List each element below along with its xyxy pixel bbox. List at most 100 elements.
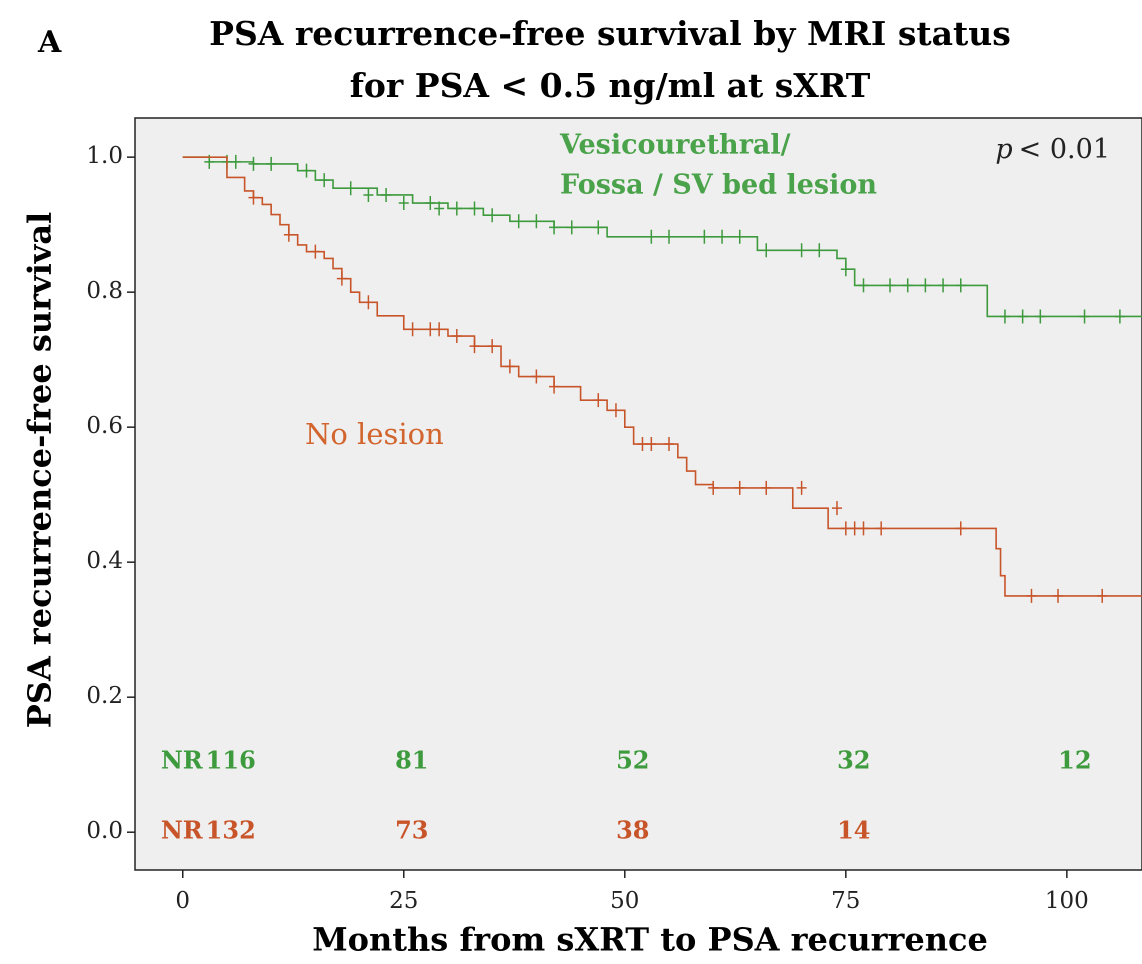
censor-mark bbox=[363, 295, 374, 310]
censor-mark bbox=[637, 437, 648, 452]
censor-mark bbox=[717, 229, 728, 244]
risk-count: 116 bbox=[206, 746, 256, 775]
y-tick-label: 0.6 bbox=[86, 413, 123, 439]
censor-mark bbox=[513, 214, 524, 229]
censor-mark bbox=[381, 187, 392, 202]
series-label: No lesion bbox=[305, 417, 444, 451]
censor-mark bbox=[831, 501, 842, 516]
censor-mark bbox=[999, 309, 1010, 324]
censor-mark bbox=[434, 322, 445, 337]
p-symbol: p bbox=[995, 134, 1012, 165]
risk-count: 38 bbox=[616, 816, 649, 845]
censor-mark bbox=[796, 480, 807, 495]
censor-mark bbox=[469, 201, 480, 216]
survival-curve bbox=[182, 156, 1142, 318]
censor-mark bbox=[549, 220, 560, 235]
censor-mark bbox=[938, 278, 949, 293]
censor-mark bbox=[920, 278, 931, 293]
censor-mark bbox=[451, 201, 462, 216]
censor-mark bbox=[840, 521, 851, 536]
censor-mark bbox=[1026, 588, 1037, 603]
censor-mark bbox=[1114, 309, 1125, 324]
censor-mark bbox=[398, 196, 409, 211]
p-text: < 0.01 bbox=[1019, 134, 1110, 165]
y-axis-label: PSA recurrence-free survival bbox=[21, 212, 59, 728]
risk-count: 81 bbox=[395, 746, 428, 775]
censor-mark bbox=[487, 339, 498, 354]
censor-mark bbox=[734, 229, 745, 244]
x-axis-label: Months from sXRT to PSA recurrence bbox=[312, 921, 988, 959]
risk-count: 52 bbox=[616, 746, 649, 775]
censor-mark bbox=[902, 278, 913, 293]
censor-mark bbox=[955, 521, 966, 536]
censor-mark bbox=[336, 271, 347, 286]
censor-mark bbox=[1017, 309, 1028, 324]
censor-mark bbox=[230, 154, 241, 169]
chart-title: PSA recurrence-free survival by MRI stat… bbox=[209, 14, 1011, 53]
censor-mark bbox=[708, 480, 719, 495]
censor-mark bbox=[469, 339, 480, 354]
y-tick-label: 0.4 bbox=[86, 548, 123, 574]
censor-mark bbox=[858, 278, 869, 293]
censor-mark bbox=[1097, 588, 1108, 603]
censor-mark bbox=[425, 322, 436, 337]
y-tick-label: 0.0 bbox=[86, 818, 123, 844]
risk-count: 14 bbox=[837, 816, 870, 845]
censor-mark bbox=[885, 278, 896, 293]
censor-mark bbox=[876, 521, 887, 536]
censor-mark bbox=[310, 244, 321, 259]
censor-mark bbox=[664, 437, 675, 452]
p-value: p < 0.01 bbox=[995, 134, 1110, 165]
censor-mark bbox=[840, 262, 851, 277]
censor-mark bbox=[425, 196, 436, 211]
censor-mark bbox=[407, 322, 418, 337]
risk-label: NR bbox=[161, 746, 204, 775]
x-tick-label: 75 bbox=[831, 888, 860, 914]
censor-mark bbox=[301, 163, 312, 178]
censor-mark bbox=[566, 220, 577, 235]
censor-mark bbox=[531, 369, 542, 384]
risk-count: 12 bbox=[1058, 746, 1091, 775]
x-tick-label: 50 bbox=[610, 888, 639, 914]
censor-mark bbox=[363, 187, 374, 202]
censor-mark bbox=[761, 243, 772, 258]
risk-count: 132 bbox=[206, 816, 256, 845]
censor-mark bbox=[646, 437, 657, 452]
series-label: Vesicourethral/ bbox=[559, 130, 791, 161]
censor-mark bbox=[761, 480, 772, 495]
censor-mark bbox=[814, 243, 825, 258]
censor-mark bbox=[1035, 309, 1046, 324]
x-tick-label: 100 bbox=[1045, 888, 1089, 914]
censor-mark bbox=[248, 156, 259, 171]
censor-mark bbox=[487, 208, 498, 223]
censor-mark bbox=[345, 181, 356, 196]
censor-mark bbox=[266, 156, 277, 171]
risk-label: NR bbox=[161, 816, 204, 845]
censor-mark bbox=[1079, 309, 1090, 324]
panel-label: A bbox=[37, 25, 62, 60]
censor-mark bbox=[531, 214, 542, 229]
chart-title: for PSA < 0.5 ng/ml at sXRT bbox=[350, 66, 871, 105]
x-tick-label: 25 bbox=[389, 888, 418, 914]
censor-mark bbox=[646, 229, 657, 244]
x-tick-label: 0 bbox=[175, 888, 190, 914]
series-label: Fossa / SV bed lesion bbox=[560, 170, 877, 201]
censor-mark bbox=[593, 220, 604, 235]
risk-count: 73 bbox=[395, 816, 428, 845]
censor-mark bbox=[699, 229, 710, 244]
censor-mark bbox=[1053, 588, 1064, 603]
censor-mark bbox=[955, 278, 966, 293]
y-tick-label: 1.0 bbox=[86, 143, 123, 169]
censor-mark bbox=[796, 243, 807, 258]
censor-mark bbox=[504, 359, 515, 374]
censor-mark bbox=[451, 329, 462, 344]
censor-mark bbox=[610, 403, 621, 418]
y-tick-label: 0.8 bbox=[86, 278, 123, 304]
censor-mark bbox=[664, 229, 675, 244]
y-tick-label: 0.2 bbox=[86, 683, 123, 709]
censor-mark bbox=[858, 521, 869, 536]
censor-mark bbox=[434, 201, 445, 216]
censor-mark bbox=[283, 227, 294, 242]
risk-count: 32 bbox=[837, 746, 870, 775]
